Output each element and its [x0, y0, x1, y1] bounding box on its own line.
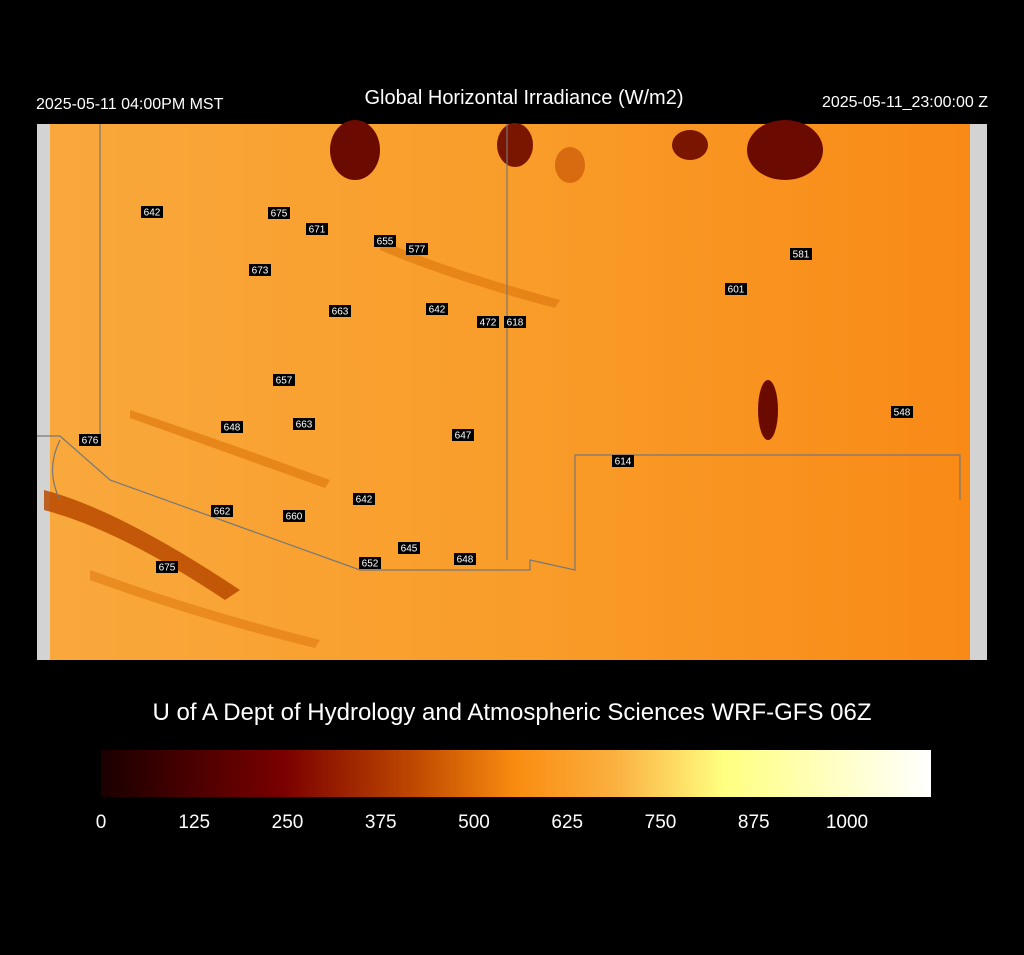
- station-value: 671: [309, 225, 326, 236]
- station-value: 642: [144, 208, 161, 219]
- station-box: [268, 207, 290, 219]
- station-box: [249, 264, 271, 276]
- station-value: 642: [356, 495, 373, 506]
- map-title: Global Horizontal Irradiance (W/m2): [365, 87, 684, 109]
- station-box: [329, 305, 351, 317]
- colorbar-tick-label: 750: [645, 812, 677, 833]
- map: [37, 120, 987, 660]
- cloud-patch: [747, 120, 823, 180]
- station-box: [790, 248, 812, 260]
- colorbar: [101, 750, 931, 797]
- station-box: [211, 505, 233, 517]
- colorbar-tick-label: 250: [272, 812, 304, 833]
- cloud-streak: [380, 240, 560, 308]
- station-value: 472: [480, 318, 497, 329]
- station-box: [306, 223, 328, 235]
- cloud-streak: [130, 410, 330, 488]
- cloud-patch: [330, 120, 380, 180]
- station-value: 652: [362, 559, 379, 570]
- cloud-patch: [497, 123, 533, 167]
- station-value: 648: [224, 423, 241, 434]
- station-box: [477, 316, 499, 328]
- station-value: 655: [377, 237, 394, 248]
- station-box: [359, 557, 381, 569]
- station-value: 648: [457, 555, 474, 566]
- station-box: [426, 303, 448, 315]
- irradiance-field: [50, 124, 970, 660]
- station-box: [374, 235, 396, 247]
- station-box: [293, 418, 315, 430]
- station-value: 577: [409, 245, 426, 256]
- station-value: 662: [214, 507, 231, 518]
- station-box: [612, 455, 634, 467]
- station-box: [452, 429, 474, 441]
- station-value: 663: [332, 307, 349, 318]
- station-value: 642: [429, 305, 446, 316]
- station-box: [504, 316, 526, 328]
- station-box: [725, 283, 747, 295]
- valid-time: 2025-05-11_23:00:00 Z: [822, 94, 988, 111]
- borders: [37, 124, 961, 571]
- station-box: [454, 553, 476, 565]
- credit: U of A Dept of Hydrology and Atmospheric…: [153, 699, 872, 726]
- station-box: [221, 421, 243, 433]
- station-box: [141, 206, 163, 218]
- station-value: 660: [286, 512, 303, 523]
- station-box: [156, 561, 178, 573]
- cloud-patch: [758, 380, 778, 440]
- station-value: 676: [82, 436, 99, 447]
- station-box: [353, 493, 375, 505]
- station-value: 675: [159, 563, 176, 574]
- station-box: [398, 542, 420, 554]
- colorbar-tick-label: 375: [365, 812, 397, 833]
- station-value: 673: [252, 266, 269, 277]
- colorbar-tick-label: 1000: [826, 812, 868, 833]
- station-value: 614: [615, 457, 632, 468]
- cloud-patch: [672, 130, 708, 160]
- station-box: [79, 434, 101, 446]
- colorbar-tick-label: 0: [96, 812, 107, 833]
- colorbar-tick-label: 625: [551, 812, 583, 833]
- station-value: 657: [276, 376, 293, 387]
- cloud-streak: [44, 490, 240, 600]
- colorbar-tick-label: 500: [458, 812, 490, 833]
- station-box: [273, 374, 295, 386]
- colorbar-tick-label: 125: [178, 812, 210, 833]
- cloud-patch: [555, 147, 585, 183]
- cloud-streak: [90, 570, 320, 648]
- station-value: 647: [455, 431, 472, 442]
- station-value: 675: [271, 209, 288, 220]
- station-value: 581: [793, 250, 810, 261]
- station-value: 601: [728, 285, 745, 296]
- station-box: [283, 510, 305, 522]
- station-box: [406, 243, 428, 255]
- colorbar-tick-label: 875: [738, 812, 770, 833]
- station-value: 548: [894, 408, 911, 419]
- station-value: 645: [401, 544, 418, 555]
- local-time: 2025-05-11 04:00PM MST: [36, 96, 224, 113]
- station-box: [891, 406, 913, 418]
- station-value: 663: [296, 420, 313, 431]
- station-value: 618: [507, 318, 524, 329]
